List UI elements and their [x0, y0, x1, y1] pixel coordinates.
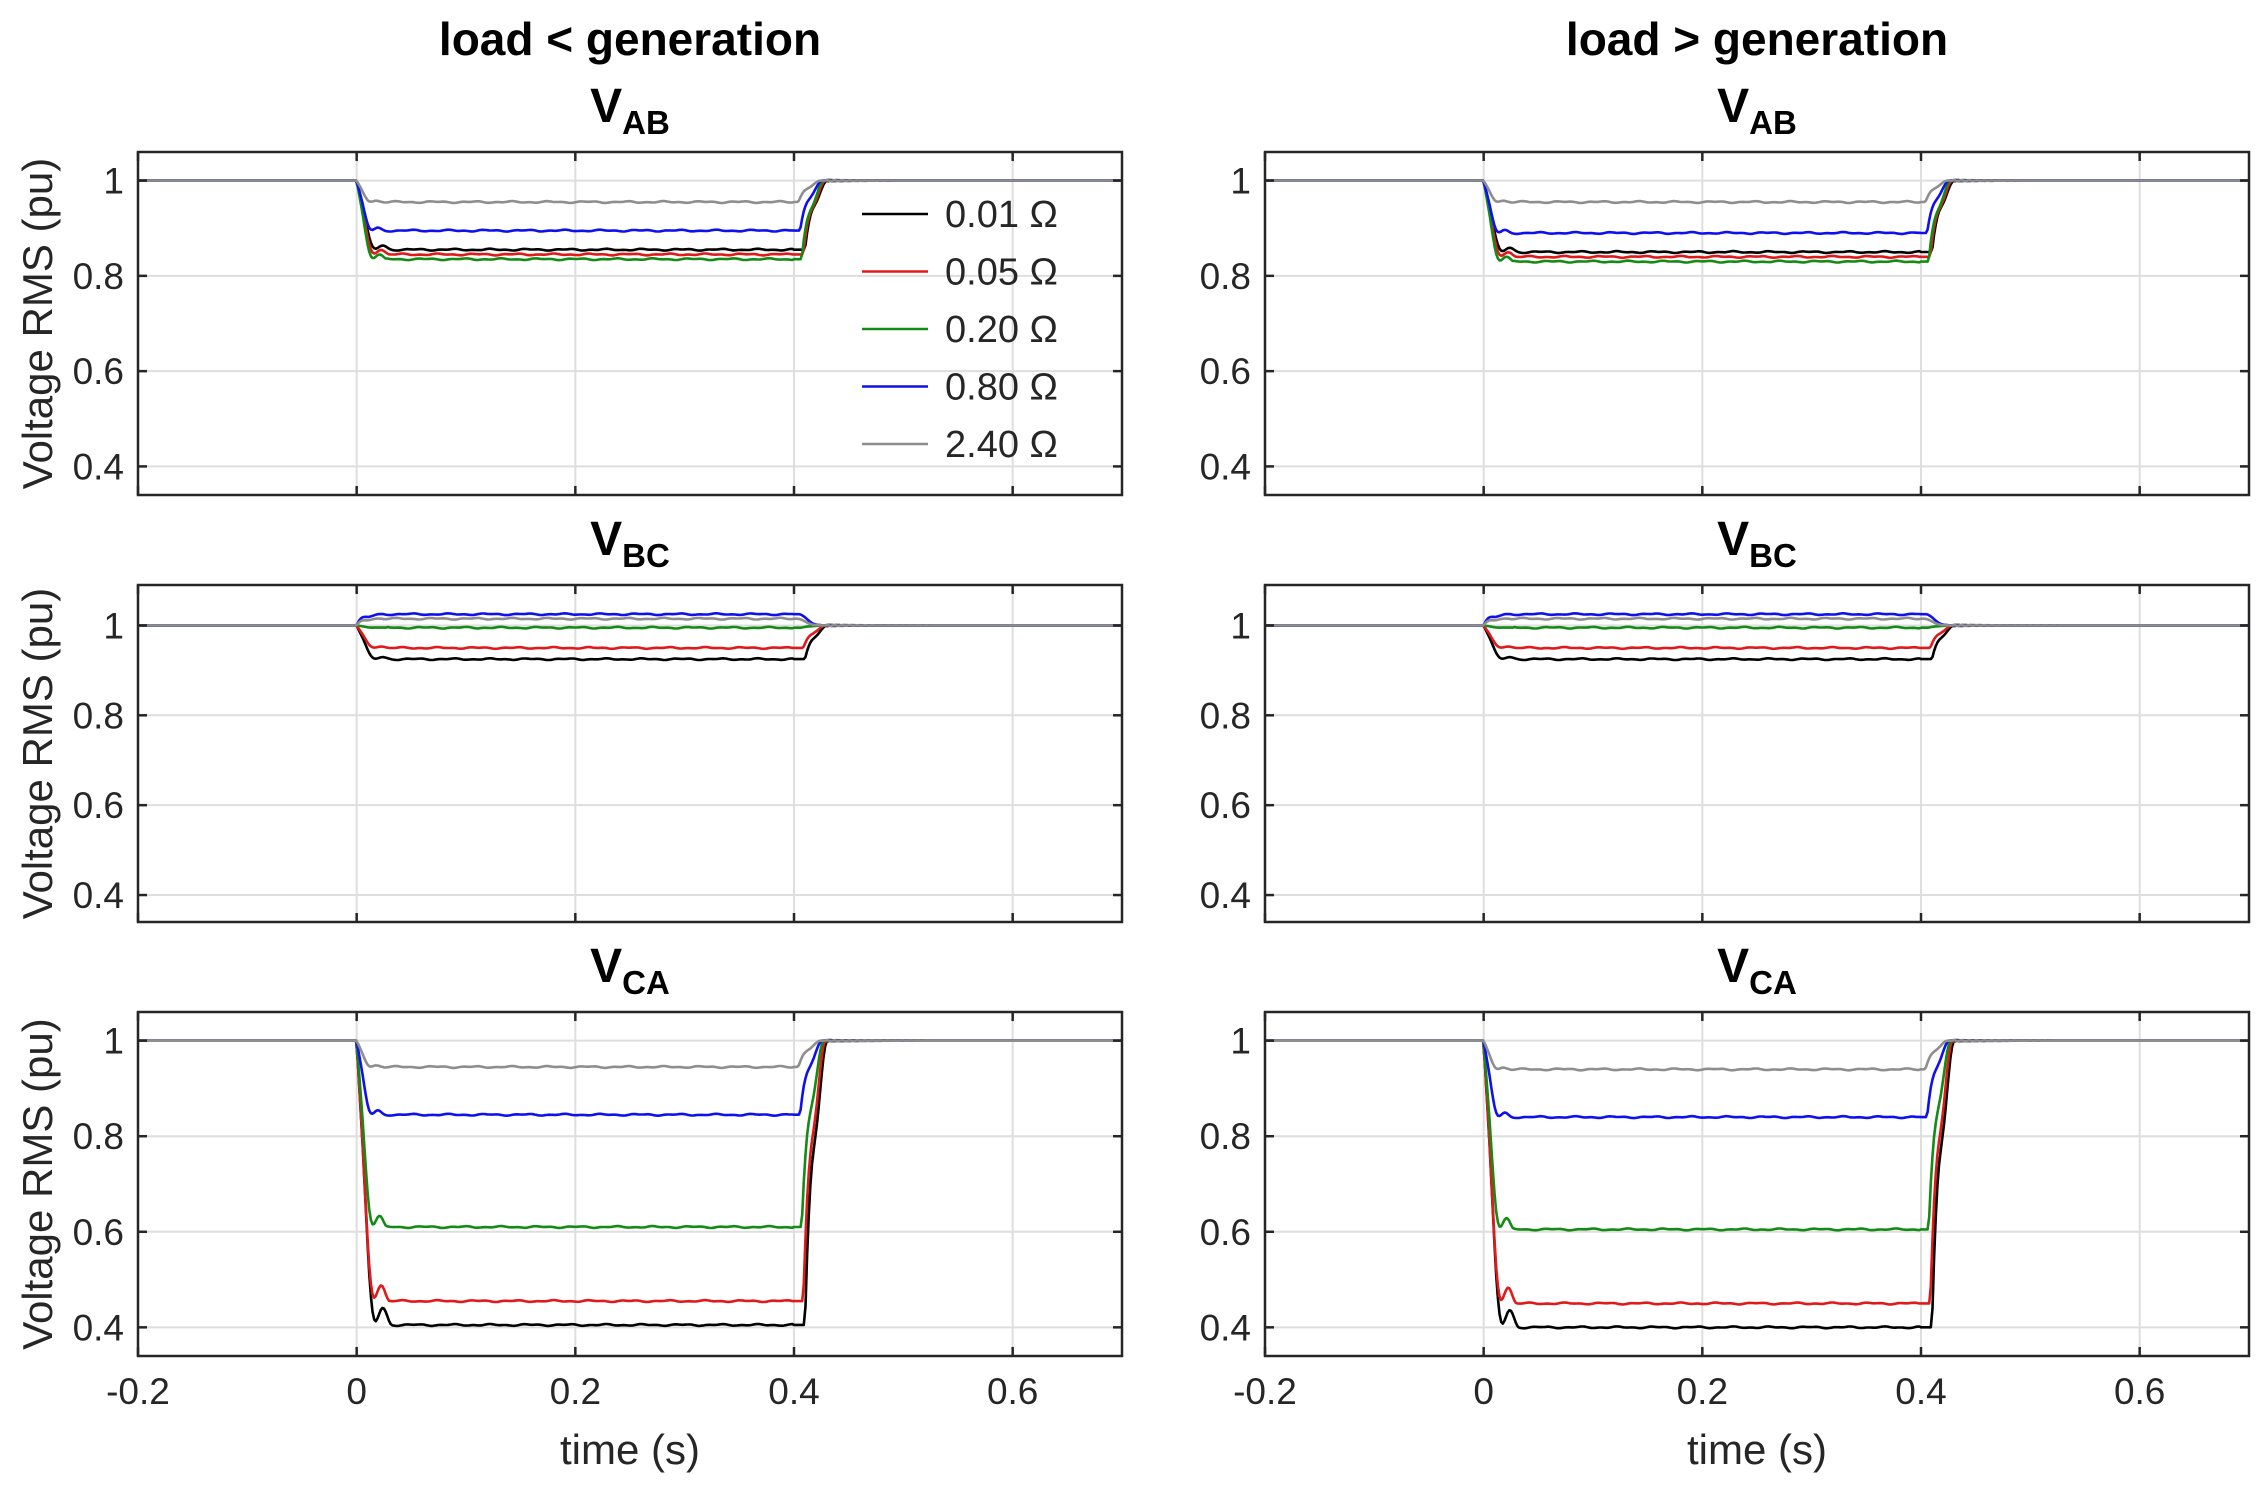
subplot-title-main: V	[1717, 940, 1749, 993]
series-line-0-20	[138, 1038, 1122, 1230]
axes-frame	[136, 150, 1124, 497]
panel-ca-load-gt-gen: VCA 0.4 0.6 0.8 1 -0.2 0 0.2 0.4 0.6 time (s)	[1200, 940, 2251, 1473]
x-tick-label: 0.6	[987, 1371, 1038, 1412]
y-tick-label: 1	[103, 1021, 124, 1062]
subplot-title-sub: BC	[622, 537, 670, 574]
subplot-title-sub: BC	[1749, 537, 1797, 574]
y-tick-label: 1	[1230, 605, 1251, 646]
series-line-0-05	[1265, 1038, 2249, 1306]
y-tick-label: 1	[1230, 161, 1251, 202]
series-line-0-80	[138, 611, 1122, 628]
x-tick-label: 0.4	[1895, 1371, 1946, 1412]
y-tick-label: 0.8	[73, 256, 124, 297]
subplot-title: VBC	[1717, 513, 1797, 574]
subplot-title: VCA	[1717, 940, 1797, 1001]
legend-label: 0.05 Ω	[945, 252, 1058, 294]
subplot-title-main: V	[1717, 513, 1749, 566]
x-tick-label: 0.6	[2114, 1371, 2165, 1412]
x-tick-label: 0.2	[550, 1371, 601, 1412]
y-tick-label: 0.4	[73, 875, 124, 916]
series-line-0-01	[138, 1038, 1122, 1328]
panel-bc-load-lt-gen: VBC 0.4 0.6 0.8 1 Voltage RMS (pu)	[14, 513, 1124, 924]
series-line-0-80	[138, 1038, 1122, 1117]
legend-label: 2.40 Ω	[945, 424, 1058, 466]
series-line-0-80	[1265, 178, 2249, 236]
series-line-2-40	[1265, 1038, 2249, 1072]
panel-ca-load-lt-gen: VCA 0.4 0.6 0.8 1 Voltage RMS (pu) -0.2 0 0.2 0.4…	[14, 940, 1124, 1473]
y-tick-label: 0.4	[1200, 1307, 1251, 1348]
axes-frame	[1263, 1010, 2251, 1358]
x-tick-label: 0.4	[768, 1371, 819, 1412]
y-tick-label: 0.6	[1200, 785, 1251, 826]
y-tick-label: 0.8	[1200, 695, 1251, 736]
series-line-0-05	[138, 1038, 1122, 1304]
subplot-title: VCA	[590, 940, 670, 1001]
series-line-2-40	[138, 616, 1122, 628]
y-tick-label: 0.8	[1200, 256, 1251, 297]
axes-frame	[136, 1010, 1124, 1358]
x-tick-label: 0	[1473, 1371, 1494, 1412]
x-axis-label: time (s)	[1687, 1426, 1827, 1473]
y-axis-label: Voltage RMS (pu)	[14, 1018, 61, 1350]
legend: 0.01 Ω 0.05 Ω 0.20 Ω 0.80 Ω 2.40 Ω	[862, 194, 1058, 466]
subplot-title: VBC	[590, 513, 670, 574]
x-tick-label: -0.2	[106, 1371, 170, 1412]
column-title: load < generation	[439, 13, 821, 65]
y-tick-label: 0.4	[73, 446, 124, 487]
axes-frame	[1263, 583, 2251, 924]
series-line-0-80	[1265, 1038, 2249, 1120]
series-line-0-01	[1265, 623, 2249, 662]
series-line-2-40	[1265, 616, 2249, 628]
subplot-title-sub: AB	[622, 104, 670, 141]
y-tick-label: 0.6	[73, 351, 124, 392]
y-tick-label: 0.4	[1200, 446, 1251, 487]
y-tick-label: 0.8	[73, 1116, 124, 1157]
subplot-title-sub: CA	[622, 964, 670, 1001]
subplot-title: VAB	[590, 80, 670, 141]
subplot-title-main: V	[590, 80, 622, 133]
y-axis-label: Voltage RMS (pu)	[14, 588, 61, 920]
axes-frame	[136, 583, 1124, 924]
panel-ab-load-gt-gen: VAB 0.4 0.6 0.8 1	[1200, 80, 2251, 497]
panel-bc-load-gt-gen: VBC 0.4 0.6 0.8 1	[1200, 513, 2251, 924]
y-axis-label: Voltage RMS (pu)	[14, 158, 61, 490]
legend-label: 0.01 Ω	[945, 194, 1058, 236]
series-line-0-80	[1265, 611, 2249, 628]
series-line-0-01	[1265, 1038, 2249, 1330]
y-tick-label: 0.6	[73, 1212, 124, 1253]
subplot-title-sub: CA	[1749, 964, 1797, 1001]
series-line-0-01	[138, 623, 1122, 662]
subplot-title: VAB	[1717, 80, 1797, 141]
y-tick-label: 0.4	[73, 1307, 124, 1348]
series-line-2-40	[138, 178, 1122, 205]
y-tick-label: 0.4	[1200, 875, 1251, 916]
y-tick-label: 0.8	[73, 695, 124, 736]
legend-label: 0.20 Ω	[945, 309, 1058, 351]
y-tick-label: 1	[103, 605, 124, 646]
subplot-title-main: V	[590, 940, 622, 993]
x-axis-label: time (s)	[560, 1426, 700, 1473]
series-line-0-05	[1265, 178, 2249, 260]
x-tick-label: 0	[346, 1371, 367, 1412]
legend-label: 0.80 Ω	[945, 367, 1058, 409]
panel-ab-load-lt-gen: VAB 0.4 0.6 0.8 1 Voltage RMS (pu) 0.01 Ω 0.05 …	[14, 80, 1124, 497]
y-tick-label: 1	[103, 161, 124, 202]
series-line-2-40	[138, 1038, 1122, 1070]
y-tick-label: 0.6	[1200, 1212, 1251, 1253]
series-line-0-01	[1265, 178, 2249, 255]
subplot-title-main: V	[1717, 80, 1749, 133]
y-tick-label: 0.6	[1200, 351, 1251, 392]
x-tick-label: 0.2	[1677, 1371, 1728, 1412]
y-tick-label: 0.6	[73, 785, 124, 826]
column-title: load > generation	[1566, 13, 1948, 65]
y-tick-label: 0.8	[1200, 1116, 1251, 1157]
subplot-title-main: V	[590, 513, 622, 566]
series-line-2-40	[1265, 178, 2249, 205]
x-tick-label: -0.2	[1233, 1371, 1297, 1412]
series-line-0-20	[1265, 178, 2249, 264]
axes-frame	[1263, 150, 2251, 497]
subplot-title-sub: AB	[1749, 104, 1797, 141]
y-tick-label: 1	[1230, 1021, 1251, 1062]
